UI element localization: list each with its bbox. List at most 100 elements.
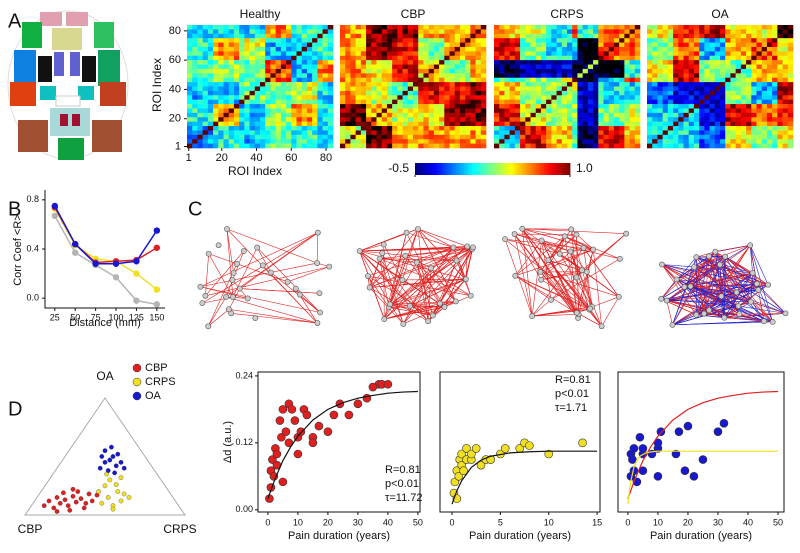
matrix-cell [377, 104, 383, 109]
matrix-cell [450, 34, 456, 39]
matrix-cell [510, 113, 516, 118]
matrix-cell [614, 122, 620, 127]
network-node [717, 262, 722, 267]
matrix-cell [635, 43, 641, 48]
matrix-cell [624, 117, 630, 122]
matrix-cell [751, 91, 757, 96]
matrix-cell [192, 25, 198, 30]
network-edge [565, 236, 594, 249]
matrix-cell [684, 108, 690, 113]
network-node [381, 242, 386, 247]
matrix-cell [678, 73, 684, 78]
matrix-cell [356, 91, 362, 96]
matrix-cell [515, 139, 521, 144]
matrix-cell [609, 117, 615, 122]
matrix-cell [684, 69, 690, 74]
matrix-cell [244, 38, 250, 43]
matrix-cell [525, 69, 531, 74]
matrix-cell [208, 91, 214, 96]
matrix-cell [541, 113, 547, 118]
matrix-cell [614, 34, 620, 39]
matrix-cell [619, 78, 625, 83]
matrix-cell [429, 122, 435, 127]
matrix-cell [423, 47, 429, 52]
matrix-cell [260, 113, 266, 118]
matrix-cell [614, 108, 620, 113]
point [100, 501, 104, 505]
matrix-cell [260, 29, 266, 34]
network-node [682, 284, 687, 289]
matrix-cell [302, 82, 308, 87]
matrix-cell [510, 104, 516, 109]
matrix-cell [366, 29, 372, 34]
matrix-cell [218, 135, 224, 140]
matrix-cell [239, 65, 245, 70]
matrix-cell [730, 100, 736, 105]
matrix-cell [720, 135, 726, 140]
matrix-cell [630, 82, 636, 87]
matrix-cell [439, 113, 445, 118]
matrix-cell [624, 113, 630, 118]
matrix-cell [515, 34, 521, 39]
matrix-cell [668, 47, 674, 52]
matrix-cell [788, 51, 794, 56]
matrix-cell [704, 47, 710, 52]
matrix-cell [382, 29, 388, 34]
matrix-cell [455, 87, 461, 92]
network-node [260, 263, 265, 268]
colorbar-step [454, 163, 457, 175]
matrix-cell [397, 87, 403, 92]
matrix-cell [297, 144, 303, 149]
matrix-cell [551, 56, 557, 61]
matrix-cell [520, 43, 526, 48]
matrix-cell [307, 130, 313, 135]
matrix-cell [450, 144, 456, 149]
matrix-cell [208, 87, 214, 92]
matrix-cell [515, 100, 521, 105]
matrix-cell [577, 78, 583, 83]
matrix-cell [715, 139, 721, 144]
matrix-cell [250, 135, 256, 140]
matrix-cell [551, 117, 557, 122]
matrix-cell [250, 139, 256, 144]
matrix-cell [286, 47, 292, 52]
matrix-cell [423, 95, 429, 100]
matrix-cell [678, 122, 684, 127]
matrix-cell [460, 82, 466, 87]
matrix-cell [762, 100, 768, 105]
matrix-cell [499, 91, 505, 96]
matrix-cell [350, 135, 356, 140]
point [297, 428, 305, 436]
matrix-cell [382, 117, 388, 122]
matrix-cell [270, 91, 276, 96]
matrix-cell [371, 43, 377, 48]
colorbar-step [518, 163, 521, 175]
matrix-cell [345, 139, 351, 144]
matrix-cell [583, 38, 589, 43]
matrix-cell [673, 25, 679, 30]
matrix-cell [392, 104, 398, 109]
matrix-cell [328, 69, 334, 74]
matrix-cell [260, 91, 266, 96]
point [288, 405, 296, 413]
matrix-cell [470, 47, 476, 52]
matrix-cell [762, 139, 768, 144]
matrix-cell [652, 47, 658, 52]
colorbar-step [469, 163, 472, 175]
matrix-cell [762, 87, 768, 92]
matrix-cell [757, 113, 763, 118]
matrix-cell [673, 73, 679, 78]
matrix-cell [403, 95, 409, 100]
matrix-cell [208, 104, 214, 109]
matrix-cell [366, 78, 372, 83]
annotation: τ=11.72 [385, 492, 422, 504]
matrix-cell [460, 25, 466, 30]
x-tick-label: 40 [250, 152, 262, 164]
matrix-cell [536, 25, 542, 30]
matrix-cell [715, 135, 721, 140]
matrix-cell [418, 25, 424, 30]
matrix-cell [356, 95, 362, 100]
matrix-cell [668, 82, 674, 87]
matrix-cell [350, 91, 356, 96]
matrix-cell [668, 117, 674, 122]
